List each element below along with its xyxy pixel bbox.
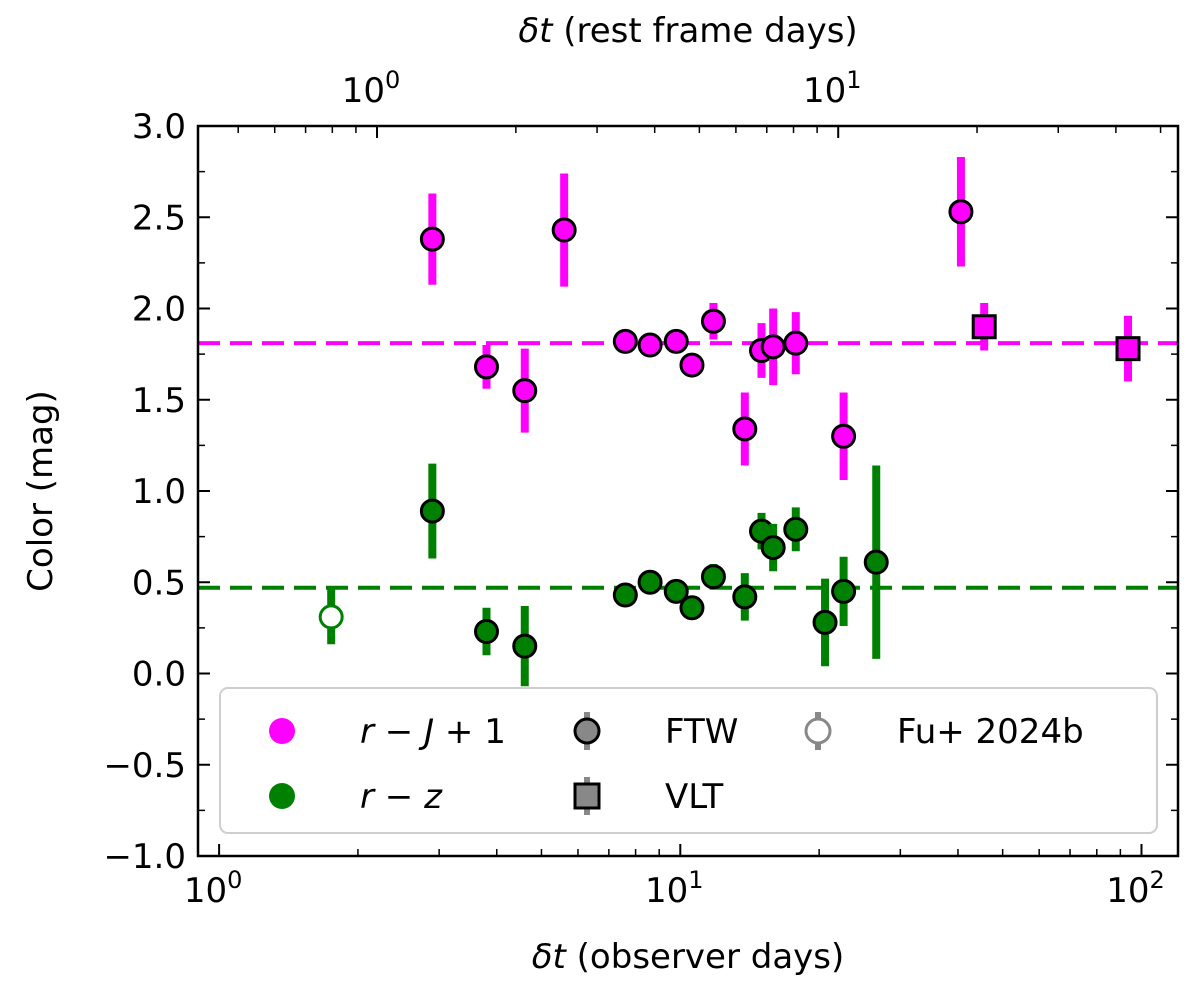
- data-point: [512, 605, 538, 687]
- circle-marker: [783, 516, 809, 542]
- legend-vlt-marker: [573, 782, 601, 810]
- circle-marker: [700, 308, 726, 334]
- x-tick-label: 102: [1106, 866, 1165, 911]
- y-tick-label: −1.0: [103, 837, 186, 877]
- y-tick-label: 2.5: [132, 198, 186, 238]
- circle-marker: [512, 378, 538, 404]
- data-point: [473, 345, 499, 389]
- y-tick-label: 1.0: [132, 472, 186, 512]
- data-point: [663, 578, 689, 604]
- data-point: [760, 308, 786, 386]
- y-tick-label: 1.5: [132, 381, 186, 421]
- circle-marker: [812, 609, 838, 635]
- circle-marker: [663, 328, 689, 354]
- circle-marker: [679, 352, 705, 378]
- data-point: [473, 607, 499, 656]
- circle-marker: [512, 633, 538, 659]
- y-tick-label: 0.5: [132, 563, 186, 603]
- data-point: [732, 392, 758, 466]
- circle-marker: [612, 328, 638, 354]
- circle-marker: [679, 595, 705, 621]
- legend-ftw-marker: [573, 717, 601, 745]
- circle-marker: [831, 423, 857, 449]
- legend-label-rJ: r − J + 1: [360, 712, 506, 752]
- y-tick-label: −0.5: [103, 746, 186, 786]
- legend-magenta-marker: [269, 718, 295, 744]
- top-axis-title: δt (rest frame days): [518, 11, 857, 51]
- legend-label-rz: r − z: [360, 777, 443, 817]
- data-point: [783, 507, 809, 552]
- data-point: [760, 523, 786, 572]
- circle-marker: [700, 564, 726, 590]
- mean-lines: [198, 341, 1178, 590]
- data-point: [831, 392, 857, 481]
- legend-label-fu: Fu+ 2024b: [897, 712, 1084, 752]
- x-tick-label: 101: [645, 866, 704, 911]
- x-tick-label: 100: [184, 866, 243, 911]
- square-marker: [1115, 336, 1141, 362]
- circle-marker: [419, 498, 445, 524]
- circle-marker: [732, 416, 758, 442]
- y-tick-label: 2.0: [132, 290, 186, 330]
- legend-green-marker: [269, 783, 295, 809]
- circle-marker: [863, 549, 889, 575]
- data-point: [783, 312, 809, 375]
- data-point: [948, 157, 974, 267]
- data-point: [637, 569, 663, 595]
- legend-label-ftw: FTW: [665, 712, 738, 752]
- data-point: [612, 582, 638, 608]
- open-circle-marker: [318, 604, 344, 630]
- circle-marker: [760, 535, 786, 561]
- legend: r − J + 1 r − z FTW VLT Fu+ 2024b: [219, 687, 1158, 834]
- circle-marker: [473, 354, 499, 380]
- data-point: [732, 573, 758, 621]
- square-marker: [971, 314, 997, 340]
- circle-marker: [732, 584, 758, 610]
- top-tick-label: 101: [803, 66, 862, 111]
- x-axis-title: δt (observer days): [532, 937, 845, 977]
- y-tick-label: 3.0: [132, 107, 186, 147]
- circle-marker: [663, 578, 689, 604]
- data-point: [551, 173, 577, 287]
- data-point: [637, 332, 663, 358]
- data-point: [663, 328, 689, 354]
- data-point: [612, 328, 638, 354]
- circle-marker: [419, 226, 445, 252]
- y-tick-label: 0.0: [132, 655, 186, 695]
- y-axis-title: Color (mag): [21, 390, 61, 592]
- top-tick-label: 100: [342, 66, 401, 111]
- circle-marker: [637, 569, 663, 595]
- data-point: [419, 463, 445, 559]
- data-point: [812, 578, 838, 667]
- data-point: [831, 556, 857, 627]
- legend-label-vlt: VLT: [665, 777, 724, 817]
- data-point: [419, 193, 445, 285]
- circle-marker: [473, 619, 499, 645]
- data-point: [679, 352, 705, 378]
- circle-marker: [637, 332, 663, 358]
- data-point: [700, 303, 726, 340]
- circle-marker: [612, 582, 638, 608]
- circle-marker: [760, 334, 786, 360]
- circle-marker: [783, 330, 809, 356]
- legend-box: [219, 687, 1158, 834]
- data-point: [971, 303, 997, 351]
- data-point: [863, 465, 889, 659]
- data-point: [318, 589, 344, 645]
- circle-marker: [948, 199, 974, 225]
- data-points: [318, 157, 1141, 687]
- legend-fu-marker: [804, 717, 832, 745]
- data-point: [679, 595, 705, 621]
- data-point: [700, 564, 726, 590]
- circle-marker: [831, 578, 857, 604]
- data-point: [512, 348, 538, 433]
- circle-marker: [551, 217, 577, 243]
- data-point: [1115, 315, 1141, 382]
